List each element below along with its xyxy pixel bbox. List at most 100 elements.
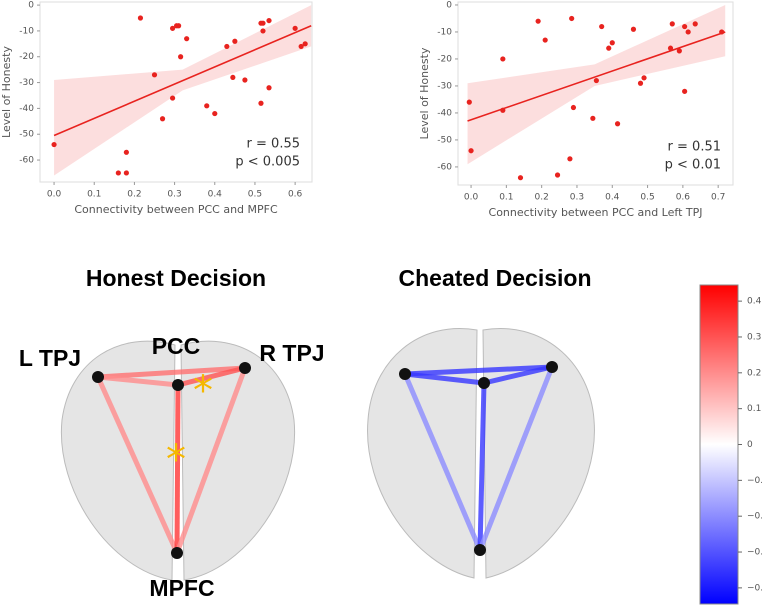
node bbox=[171, 547, 183, 559]
panel-title: Cheated Decision bbox=[399, 265, 592, 291]
point bbox=[719, 29, 725, 35]
point bbox=[517, 175, 524, 181]
x-tick-label: 0.3 bbox=[167, 190, 181, 200]
plot-frame bbox=[457, 1, 734, 186]
y-tick-label: -50 bbox=[437, 135, 452, 145]
point bbox=[590, 115, 596, 121]
colorbar-tick-label: 0.2 bbox=[747, 368, 761, 378]
y-axis-label: Level of Honesty bbox=[418, 47, 431, 139]
edge bbox=[477, 366, 555, 551]
edge bbox=[97, 374, 179, 388]
annotation: p < 0.01 bbox=[665, 158, 721, 173]
x-tick-label: 0.7 bbox=[711, 193, 725, 203]
edge bbox=[404, 371, 485, 386]
annotation: p < 0.005 bbox=[235, 155, 300, 170]
y-tick-label: -20 bbox=[19, 52, 34, 62]
colorbar-tick-label: 0 bbox=[747, 440, 753, 450]
point bbox=[159, 116, 166, 122]
point bbox=[212, 110, 218, 117]
y-tick-label: -40 bbox=[19, 104, 34, 114]
brain-honest bbox=[60, 340, 296, 581]
point bbox=[178, 54, 184, 60]
y-tick-label: -30 bbox=[19, 78, 34, 88]
x-tick-label: 0.4 bbox=[208, 190, 223, 200]
colorbar-tick-label: −0.2 bbox=[747, 512, 762, 522]
point bbox=[204, 103, 210, 109]
x-tick-label: 0.5 bbox=[248, 190, 262, 200]
y-tick-label: -40 bbox=[437, 108, 452, 118]
point bbox=[692, 21, 698, 27]
x-tick-label: 0.1 bbox=[87, 190, 101, 200]
y-tick-label: -60 bbox=[437, 162, 452, 172]
point bbox=[500, 107, 506, 113]
y-tick-label: -60 bbox=[19, 156, 34, 166]
x-tick-label: 0.1 bbox=[499, 193, 513, 203]
point bbox=[176, 23, 182, 29]
point bbox=[500, 56, 506, 62]
point bbox=[676, 48, 682, 54]
point bbox=[682, 88, 688, 94]
edge bbox=[174, 384, 181, 554]
point bbox=[224, 43, 230, 50]
point bbox=[137, 15, 144, 21]
point bbox=[151, 72, 158, 78]
point bbox=[169, 25, 176, 31]
point bbox=[630, 26, 637, 32]
node-label: R TPJ bbox=[259, 340, 324, 366]
asterisk: * bbox=[193, 368, 213, 414]
point bbox=[266, 17, 272, 24]
x-tick-label: 0.4 bbox=[605, 193, 620, 203]
x-tick-label: 0.2 bbox=[127, 190, 141, 200]
edge bbox=[95, 375, 180, 555]
x-tick-label: 0.0 bbox=[47, 190, 62, 200]
point bbox=[123, 149, 129, 155]
x-tick-label: 0.5 bbox=[640, 193, 654, 203]
point bbox=[468, 148, 474, 154]
point bbox=[685, 29, 691, 35]
y-tick-label: 0 bbox=[28, 1, 34, 11]
node bbox=[474, 544, 486, 556]
brain-cheated bbox=[367, 328, 595, 579]
colorbar bbox=[699, 284, 739, 605]
point bbox=[260, 20, 266, 26]
point bbox=[542, 37, 548, 43]
point bbox=[641, 75, 647, 81]
node bbox=[172, 379, 184, 391]
x-axis-label: Connectivity between PCC and MPFC bbox=[74, 203, 278, 216]
y-tick-label: -20 bbox=[437, 54, 452, 64]
point bbox=[302, 41, 308, 47]
point bbox=[599, 23, 605, 30]
x-tick-label: 0.3 bbox=[570, 193, 584, 203]
y-axis-label: Level of Honesty bbox=[0, 46, 13, 138]
point bbox=[637, 80, 644, 86]
y-tick-label: -10 bbox=[19, 26, 34, 36]
node-label: L TPJ bbox=[19, 345, 81, 371]
confidence-band bbox=[467, 4, 726, 165]
point bbox=[569, 15, 575, 22]
point bbox=[242, 77, 248, 83]
node-label: PCC bbox=[152, 333, 201, 359]
y-tick-label: -10 bbox=[437, 27, 452, 37]
colorbar-tick-label: −0.1 bbox=[747, 476, 762, 486]
node bbox=[546, 361, 558, 373]
y-tick-label: 0 bbox=[446, 0, 452, 10]
edge bbox=[174, 367, 248, 554]
point bbox=[669, 21, 675, 27]
edge bbox=[404, 364, 553, 377]
point bbox=[115, 170, 121, 176]
point bbox=[682, 23, 688, 30]
colorbar-tick-label: 0.1 bbox=[747, 404, 761, 414]
y-tick-label: -50 bbox=[19, 130, 34, 140]
point bbox=[230, 74, 236, 81]
node bbox=[478, 377, 490, 389]
point bbox=[606, 45, 612, 51]
x-tick-label: 0.6 bbox=[676, 193, 691, 203]
point bbox=[570, 104, 577, 111]
point bbox=[169, 95, 176, 101]
x-tick-label: 0.6 bbox=[288, 190, 303, 200]
point bbox=[292, 25, 298, 31]
node bbox=[239, 362, 251, 374]
point bbox=[266, 85, 272, 91]
